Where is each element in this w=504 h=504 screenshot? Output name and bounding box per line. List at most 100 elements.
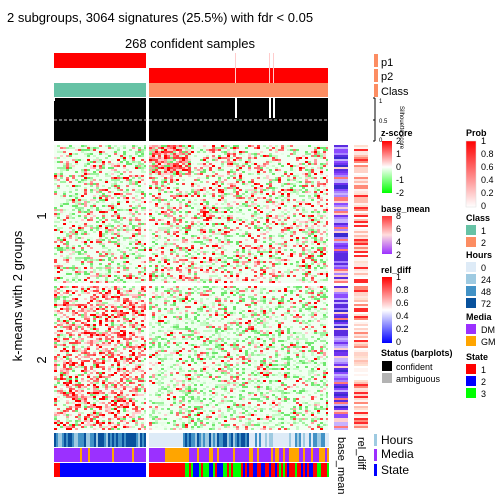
heatmap-cell	[284, 199, 287, 201]
heatmap-cell	[87, 380, 90, 382]
heatmap-cell	[87, 233, 90, 235]
heatmap-cell	[323, 312, 326, 314]
heatmap-cell	[132, 207, 135, 209]
heatmap-cell	[317, 153, 320, 155]
heatmap-cell	[108, 269, 111, 271]
heatmap-cell	[75, 304, 78, 306]
heatmap-cell	[281, 195, 284, 197]
heatmap-cell	[60, 255, 63, 257]
heatmap-cell	[81, 209, 84, 211]
heatmap-cell	[170, 163, 173, 165]
heatmap-cell	[57, 151, 60, 153]
heatmap-cell	[63, 390, 66, 392]
heatmap-cell	[326, 189, 328, 191]
heatmap-cell	[203, 225, 206, 227]
heatmap-cell	[93, 227, 96, 229]
heatmap-cell	[141, 275, 144, 277]
heatmap-cell	[167, 296, 170, 298]
heatmap-cell	[167, 263, 170, 265]
heatmap-cell	[224, 261, 227, 263]
heatmap-cell	[287, 255, 290, 257]
heatmap-cell	[194, 255, 197, 257]
heatmap-cell	[233, 229, 236, 231]
heatmap-cell	[57, 364, 60, 366]
heatmap-cell	[176, 163, 179, 165]
heatmap-cell	[176, 149, 179, 151]
heatmap-cell	[194, 193, 197, 195]
heatmap-cell	[317, 147, 320, 149]
heatmap-cell	[138, 281, 141, 283]
heatmap-cell	[54, 364, 57, 366]
heatmap-cell	[96, 334, 99, 336]
heatmap-cell	[245, 233, 248, 235]
heatmap-cell	[170, 161, 173, 163]
heatmap-cell	[87, 388, 90, 390]
heatmap-cell	[155, 265, 158, 267]
heatmap-cell	[287, 290, 290, 292]
heatmap-cell	[93, 298, 96, 300]
heatmap-cell	[230, 257, 233, 259]
heatmap-cell	[111, 207, 114, 209]
heatmap-cell	[170, 267, 173, 269]
heatmap-cell	[120, 312, 123, 314]
heatmap-cell	[203, 253, 206, 255]
heatmap-cell	[60, 388, 63, 390]
heatmap-cell	[212, 251, 215, 253]
heatmap-cell	[144, 326, 146, 328]
heatmap-cell	[245, 147, 248, 149]
heatmap-cell	[275, 288, 278, 290]
heatmap-cell	[96, 243, 99, 245]
heatmap-cell	[129, 288, 132, 290]
heatmap-cell	[75, 189, 78, 191]
heatmap-cell	[206, 215, 209, 217]
heatmap-cell	[311, 233, 314, 235]
heatmap-cell	[75, 396, 78, 398]
heatmap-cell	[203, 199, 206, 201]
heatmap-cell	[96, 388, 99, 390]
heatmap-cell	[230, 265, 233, 267]
heatmap-cell	[173, 151, 176, 153]
heatmap-cell	[155, 187, 158, 189]
heatmap-cell	[123, 320, 126, 322]
heatmap-cell	[185, 243, 188, 245]
heatmap-cell	[314, 245, 317, 247]
heatmap-cell	[164, 187, 167, 189]
heatmap-cell	[236, 233, 239, 235]
heatmap-cell	[149, 286, 152, 288]
heatmap-cell	[218, 175, 221, 177]
heatmap-cell	[308, 281, 311, 283]
heatmap-cell	[305, 215, 308, 217]
heatmap-cell	[102, 414, 105, 416]
heatmap-cell	[314, 312, 317, 314]
heatmap-cell	[269, 257, 272, 259]
heatmap-cell	[138, 177, 141, 179]
heatmap-cell	[54, 221, 57, 223]
heatmap-cell	[87, 360, 90, 362]
heatmap-cell	[129, 175, 132, 177]
heatmap-cell	[114, 310, 117, 312]
heatmap-cell	[296, 159, 299, 161]
heatmap-cell	[248, 173, 251, 175]
heatmap-cell	[248, 314, 251, 316]
heatmap-cell	[203, 187, 206, 189]
heatmap-cell	[129, 324, 132, 326]
heatmap-cell	[54, 338, 57, 340]
heatmap-cell	[278, 217, 281, 219]
heatmap-cell	[141, 209, 144, 211]
heatmap-cell	[173, 149, 176, 151]
heatmap-cell	[260, 151, 263, 153]
heatmap-cell	[84, 193, 87, 195]
heatmap-cell	[281, 225, 284, 227]
heatmap-cell	[138, 310, 141, 312]
heatmap-cell	[123, 360, 126, 362]
heatmap-cell	[57, 271, 60, 273]
heatmap-cell	[84, 205, 87, 207]
heatmap-cell	[254, 227, 257, 229]
heatmap-cell	[54, 384, 57, 386]
heatmap-cell	[120, 219, 123, 221]
heatmap-cell	[245, 183, 248, 185]
heatmap-cell	[305, 237, 308, 239]
heatmap-cell	[314, 221, 317, 223]
heatmap-cell	[251, 205, 254, 207]
heatmap-cell	[275, 251, 278, 253]
